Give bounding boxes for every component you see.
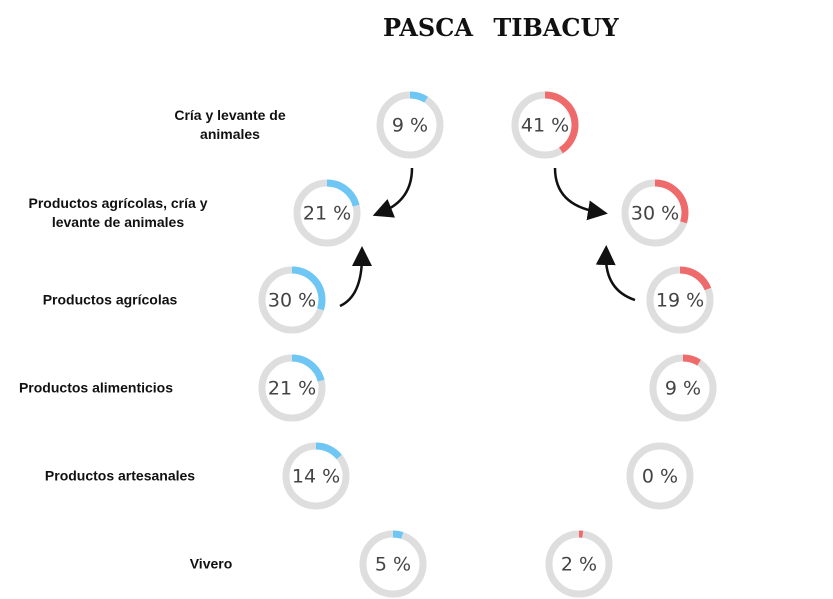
arrows [340,168,635,306]
category-label: Vivero [161,555,261,574]
value-label: 21 % [303,203,351,225]
category-label: Productos agrícolas, cría y levante de a… [8,194,228,232]
value-label: 0 % [642,466,678,488]
value-label: 9 % [665,378,701,400]
category-label: Productos alimenticios [0,379,196,398]
series-header: PASCA [383,13,473,42]
value-label: 21 % [268,378,316,400]
value-label: 5 % [375,554,411,576]
series-header: TIBACUY [493,13,619,42]
value-label: 2 % [561,554,597,576]
category-label: Productos agrícolas [10,291,210,310]
value-label: 30 % [631,203,679,225]
value-label: 19 % [656,290,704,312]
infographic: PASCA 9 % 21 % 30 % 21 % 14 % 5 % TIBACUY 41 % 30… [0,0,833,599]
category-label: Productos artesanales [20,467,220,486]
value-label: 30 % [268,290,316,312]
value-label: 41 % [521,115,569,137]
value-label: 14 % [292,466,340,488]
value-label: 9 % [392,115,428,137]
category-label: Cría y levante de animales [155,106,305,144]
